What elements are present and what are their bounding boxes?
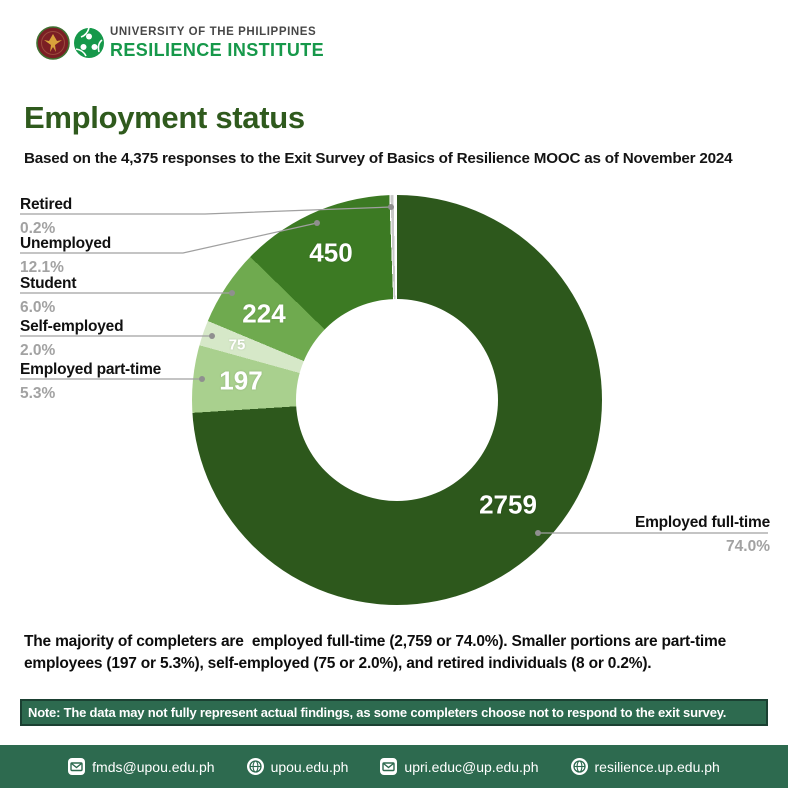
category-name: Employed full-time (634, 514, 770, 531)
note-box: Note: The data may not fully represent a… (20, 699, 768, 726)
contact-text: fmds@upou.edu.ph (92, 758, 215, 775)
contact-text: upou.edu.ph (270, 758, 349, 775)
footer: fmds@upou.edu.ph upou.edu.ph upri.educ@u… (0, 745, 788, 788)
category-percent: 5.3% (20, 385, 56, 402)
category-label-self-employed: Self-employed 2.0% (20, 318, 250, 360)
contact-text: resilience.up.edu.ph (594, 758, 720, 775)
category-name: Self-employed (20, 318, 124, 335)
category-name: Unemployed (20, 235, 112, 252)
globe-icon (246, 758, 264, 775)
envelope-icon (380, 758, 398, 775)
category-name: Student (20, 275, 77, 292)
up-seal-icon (36, 26, 70, 60)
category-label-employed-full-time: Employed full-time 74.0% (530, 514, 770, 556)
value-label-unemployed: 450 (309, 237, 353, 268)
category-name: Retired (20, 196, 73, 213)
category-label-unemployed: Unemployed 12.1% (20, 235, 250, 277)
value-label-student: 224 (242, 298, 286, 329)
contact-upou-website[interactable]: upou.edu.ph (246, 758, 349, 775)
institute-name: RESILIENCE INSTITUTE (110, 39, 325, 60)
category-label-student: Student 6.0% (20, 275, 250, 317)
category-percent: 0.2% (20, 220, 56, 237)
header: UNIVERSITY OF THE PHILIPPINES RESILIENCE… (36, 26, 324, 60)
globe-icon (570, 758, 588, 775)
page-title: Employment status (24, 100, 305, 135)
category-percent: 2.0% (20, 342, 56, 359)
org-name: UNIVERSITY OF THE PHILIPPINES (110, 26, 317, 39)
donut-hole (296, 299, 498, 501)
value-label-employed-part-time: 197 (219, 365, 263, 396)
resilience-institute-icon (74, 27, 104, 58)
value-label-self-employed: 75 (228, 336, 246, 354)
category-label-retired: Retired 0.2% (20, 196, 250, 238)
category-percent: 74.0% (726, 538, 770, 555)
category-percent: 12.1% (20, 259, 64, 276)
contact-upri-email[interactable]: upri.educ@up.edu.ph (380, 758, 539, 775)
category-label-employed-part-time: Employed part-time 5.3% (20, 361, 250, 403)
summary-text: The majority of completers are employed … (24, 633, 731, 672)
value-label-employed-full-time: 2759 (479, 489, 537, 520)
envelope-icon (68, 758, 86, 775)
chart-subtitle: Based on the 4,375 responses to the Exit… (24, 150, 733, 167)
contact-resilience-website[interactable]: resilience.up.edu.ph (570, 758, 720, 775)
contact-text: upri.educ@up.edu.ph (404, 758, 539, 775)
contact-fmds-email[interactable]: fmds@upou.edu.ph (68, 758, 215, 775)
category-name: Employed part-time (20, 361, 162, 378)
category-percent: 6.0% (20, 299, 56, 316)
